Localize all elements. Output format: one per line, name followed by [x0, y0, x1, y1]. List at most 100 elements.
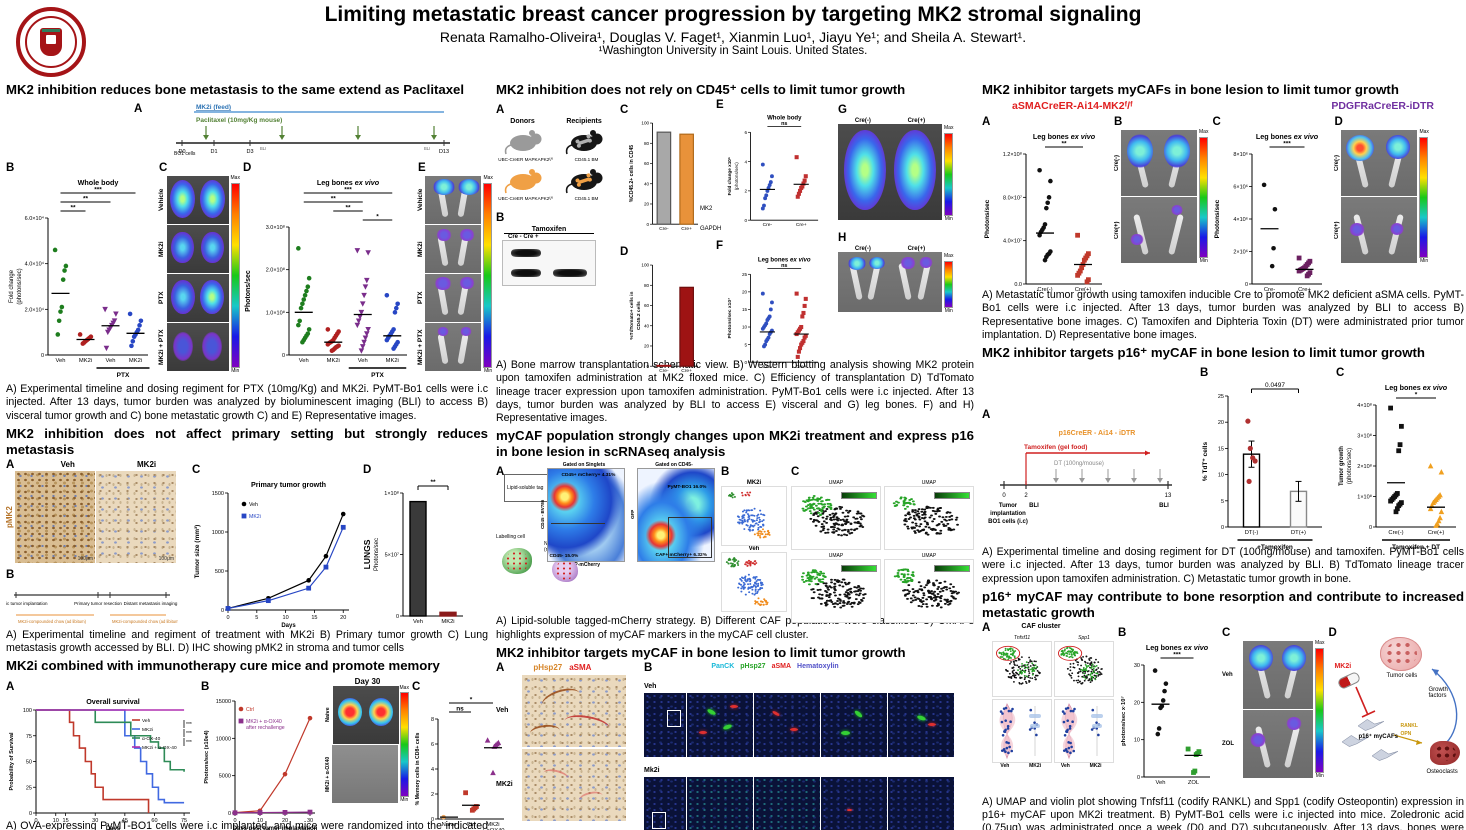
- panel-letter: D: [363, 463, 372, 476]
- section-primary: MK2 inhibition does not affect primary s…: [0, 425, 488, 656]
- flow-plot-singlets: CD45+ mCherry+ 4.31% CD45- 15.0%: [546, 468, 625, 563]
- svg-text:DT (100ng/mouse): DT (100ng/mouse): [1054, 461, 1104, 467]
- chart-memory-cd8: 0 2 4 6 8 % Memory cells in CD8+ cells * ns Naiv…: [412, 695, 512, 830]
- panel-d: D Leg bones ex vivo 0 1.0×10⁸ 2.0×10⁸ 3.0×10…: [243, 158, 415, 381]
- svg-text:5000: 5000: [219, 773, 231, 779]
- labelling-cell-icon: [502, 548, 532, 575]
- asma-model-label: aSMACreER-Ai14-MK2ᶠ/ᶠ: [1012, 100, 1133, 113]
- svg-text:Days: Days: [281, 623, 296, 629]
- expression-scale: [841, 565, 877, 573]
- svg-text:Ctrl: Ctrl: [246, 707, 254, 713]
- caf-cluster-label: CAF cluster: [1021, 623, 1061, 631]
- chart-tumor-growth-dt: Leg bones ex vivo 0 1×10⁸ 2×10⁸ 3×10⁸ 4×10⁸ Tu…: [1336, 381, 1464, 553]
- panel-letter: C: [159, 162, 168, 175]
- svg-text:75: 75: [26, 733, 32, 739]
- svg-text:Veh: Veh: [106, 358, 116, 364]
- svg-text:20: 20: [340, 615, 346, 621]
- bli-row-label: MK2i: [158, 241, 165, 257]
- svg-text:10: 10: [53, 818, 59, 824]
- violin-x-label: Veh: [1000, 762, 1010, 769]
- scalebar-label: 100μm: [77, 556, 93, 563]
- bone-bli-image-mk2i: [425, 225, 482, 274]
- mxp-veh-merge: [687, 692, 753, 757]
- panel-b: B 0 5 10 15 20 25 % TdT⁺ cells 0.0497 DT(-) DT(+)…: [1200, 363, 1330, 553]
- mouse-label: UBC-CreER MAPKAPK2ᶠ/ᶠ: [498, 157, 553, 163]
- rainbow-intensity-scale: [944, 132, 953, 216]
- svg-text:Leg bones ex vivo: Leg bones ex vivo: [1385, 383, 1448, 392]
- panel-letter: E: [716, 99, 724, 112]
- panel-letter: A: [496, 662, 505, 675]
- bone-bli-zol: [1243, 710, 1313, 779]
- spp1-label: Spp1: [1078, 634, 1090, 641]
- mxp-veh-red: [754, 692, 820, 757]
- svg-text:D3: D3: [246, 149, 253, 155]
- svg-text:8.0×10⁷: 8.0×10⁷: [1003, 194, 1022, 201]
- panel-b: B 0 5000 10000 15000 Photons/sec (x10e4) 0 10 2…: [201, 677, 323, 830]
- svg-text:13: 13: [1165, 493, 1172, 499]
- section-title: myCAF population strongly changes upon M…: [496, 428, 974, 460]
- scale-max-label: Max: [230, 175, 240, 182]
- mice-row-label: MK2i + α-OX40: [325, 755, 331, 792]
- umap-spp1: [1054, 640, 1114, 697]
- right-column: MK2 inhibitor targets myCAFs in bone les…: [982, 80, 1464, 830]
- phsp27-label: pHsp27: [533, 663, 563, 673]
- svg-text:1500: 1500: [212, 491, 224, 497]
- svg-text:Leg bones ex vivo: Leg bones ex vivo: [317, 178, 380, 187]
- mxp-row-label: Veh: [644, 682, 657, 690]
- recipient-mouse-graybone: CD45.1 BM: [557, 125, 616, 162]
- svg-text:Photons/sec x10⁷: Photons/sec x10⁷: [727, 298, 733, 339]
- surgery-timeline-diagram: Orthotopic tumor implantation Primary tu…: [0, 592, 189, 624]
- panck-label: PanCK: [711, 663, 735, 671]
- svg-text:Days: Days: [106, 826, 121, 830]
- svg-text:BLI: BLI: [260, 146, 266, 151]
- panel-a-caf-cluster: A CAF cluster Tnfsf11 Spp1: [982, 623, 1114, 769]
- section-cd45: MK2 inhibition does not rely on CD45⁺ ce…: [496, 82, 974, 425]
- section-title: MK2 inhibition does not affect primary s…: [6, 425, 488, 457]
- svg-text:Cre-: Cre-: [763, 364, 773, 370]
- ihc-row-label: MK2i: [496, 781, 513, 789]
- svg-text:10: 10: [283, 615, 289, 621]
- scale-max-label: Max: [1199, 129, 1209, 136]
- svg-text:BLI: BLI: [424, 146, 430, 151]
- svg-text:Veh: Veh: [56, 358, 66, 364]
- wb-band-mk2-label: MK2: [700, 205, 713, 212]
- svg-text:0: 0: [233, 818, 236, 824]
- chart-tdtomato-cd452: 0 20 40 60 80 100 %TdTomato+ cells in CD45.2 ce…: [620, 260, 712, 378]
- chart-pdgfra-leg-bones: Leg bones ex vivo 0 2×10⁶ 4×10⁶ 6×10⁶ 8×10⁶ Ph…: [1212, 130, 1330, 298]
- chart-cd452-efficiency: 0 20 40 60 80 100 %CD45.2+ cells in CD45 Cre- Cr…: [620, 118, 712, 236]
- svg-text:***: ***: [186, 731, 192, 737]
- bone-row-label: Veh: [1222, 672, 1233, 679]
- mxp-mk2i-merge: [687, 776, 753, 830]
- svg-text:60: 60: [644, 303, 650, 308]
- svg-text:0: 0: [647, 364, 650, 369]
- umap-mk2i: [721, 486, 787, 547]
- panel-letter: D: [620, 246, 629, 259]
- cre-col-label: Cre(-): [854, 118, 871, 125]
- svg-text:8×10⁶: 8×10⁶: [1234, 151, 1249, 158]
- svg-text:40: 40: [644, 182, 650, 187]
- svg-text:ZOL: ZOL: [1188, 780, 1200, 786]
- umap-veh: [721, 552, 787, 613]
- poster-authors: Renata Ramalho-Oliveira¹, Douglas V. Fag…: [439, 29, 1027, 45]
- panel-letter: A: [6, 680, 15, 693]
- svg-text:Leg bones ex vivo: Leg bones ex vivo: [1146, 643, 1209, 652]
- svg-text:MK2i-compounded chow (ad libit: MK2i-compounded chow (ad libitum): [112, 619, 178, 624]
- svg-text:Veh: Veh: [299, 358, 309, 364]
- bone-bli-dt-creneg: [1341, 130, 1418, 197]
- panel-letter: B: [644, 662, 653, 675]
- panel-letter: C: [1212, 116, 1221, 129]
- panel-c: C Veh ZOL Max Min: [1222, 623, 1324, 779]
- section-title: MK2i combined with immunotherapy cure mi…: [6, 658, 440, 674]
- svg-text:0.0: 0.0: [1014, 282, 1022, 288]
- svg-text:Cre-: Cre-: [659, 226, 669, 232]
- svg-text:D0: D0: [178, 149, 185, 155]
- mxp-mk2i-2: [754, 776, 820, 830]
- svg-text:4×10⁸: 4×10⁸: [1357, 402, 1372, 409]
- panel-a-flow-plots: Gated on Singlets CD45 - BV786 CD45+ mCh…: [540, 462, 717, 568]
- svg-text:Days post tumor implantation: Days post tumor implantation: [233, 826, 318, 830]
- svg-text:0: 0: [221, 608, 224, 614]
- tumor-cells-icon: [1380, 637, 1423, 672]
- figure-caption: A) OVA-expressing PyMT-BO1 cells were i.…: [6, 819, 488, 830]
- ihc-col-label: Veh: [60, 459, 75, 469]
- ihc-image-veh: 100μm: [15, 471, 95, 564]
